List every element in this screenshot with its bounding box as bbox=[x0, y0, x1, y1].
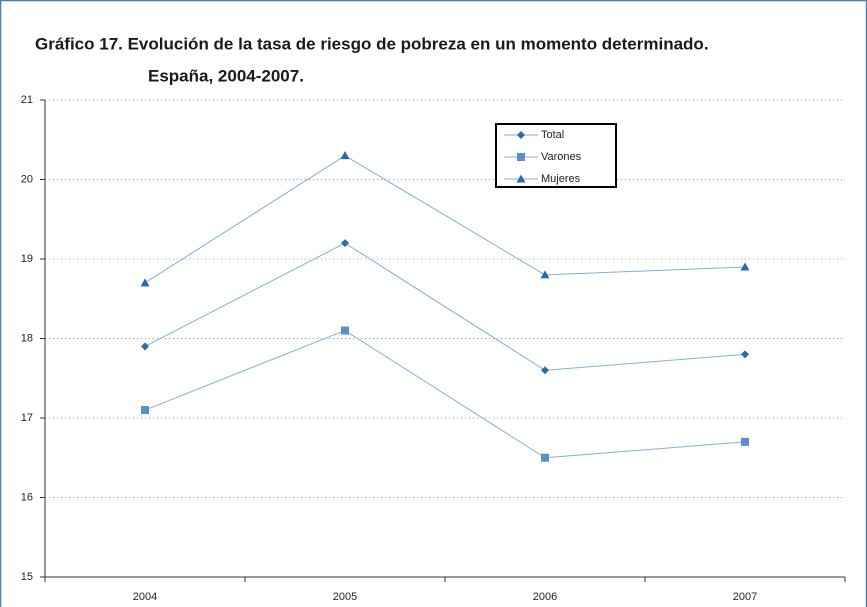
legend-marker bbox=[517, 153, 525, 161]
chart-title: España, 2004-2007. bbox=[148, 66, 304, 85]
marker bbox=[540, 270, 550, 279]
marker bbox=[541, 366, 549, 375]
y-tick-label: 16 bbox=[21, 491, 33, 503]
y-tick-label: 17 bbox=[21, 412, 33, 424]
legend-label: Varones bbox=[541, 151, 582, 163]
y-tick-label: 21 bbox=[21, 94, 33, 106]
x-tick-label: 2006 bbox=[533, 591, 557, 603]
legend-marker bbox=[516, 174, 526, 183]
x-tick-label: 2004 bbox=[133, 591, 157, 603]
y-tick-label: 20 bbox=[21, 173, 33, 185]
marker bbox=[140, 278, 150, 287]
marker bbox=[741, 437, 749, 446]
series-line bbox=[144, 242, 746, 371]
marker bbox=[341, 326, 349, 335]
y-tick-label: 18 bbox=[21, 332, 33, 344]
chart-title: Gráfico 17. Evolución de la tasa de ries… bbox=[35, 34, 709, 53]
y-tick-label: 19 bbox=[21, 253, 33, 265]
marker bbox=[340, 151, 350, 160]
marker bbox=[141, 406, 149, 415]
marker bbox=[740, 262, 750, 271]
legend-label: Mujeres bbox=[541, 173, 581, 185]
y-tick-label: 15 bbox=[21, 571, 33, 583]
legend-marker bbox=[517, 131, 525, 139]
series-line bbox=[144, 155, 746, 284]
x-tick-label: 2005 bbox=[333, 591, 357, 603]
marker bbox=[541, 453, 549, 462]
marker bbox=[741, 350, 749, 359]
marker bbox=[341, 239, 349, 248]
legend-label: Total bbox=[541, 129, 564, 141]
series-line bbox=[144, 329, 746, 459]
x-tick-label: 2007 bbox=[733, 591, 757, 603]
marker bbox=[141, 342, 149, 351]
